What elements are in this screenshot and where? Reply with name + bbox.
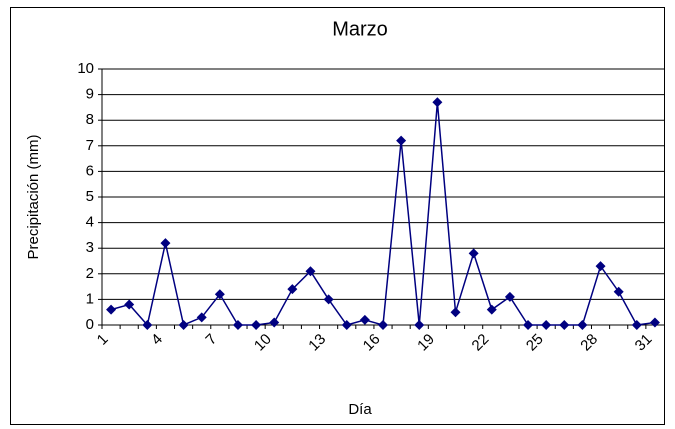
y-tick-label: 10 [77,60,94,77]
data-point [214,289,225,300]
data-point [486,304,497,315]
data-point [450,307,461,318]
y-tick-label: 7 [86,137,94,154]
data-point [613,286,624,297]
data-point [251,320,262,330]
data-point [649,317,660,328]
data-point [305,266,316,277]
y-tick-label: 5 [86,188,94,205]
data-point [269,317,280,328]
data-point [287,284,298,295]
data-point [323,294,334,305]
y-tick-label: 0 [86,316,94,333]
data-point [178,320,189,330]
data-point [106,304,117,315]
data-point [595,261,606,272]
chart-title: Marzo [332,18,388,40]
y-axis-label: Precipitación (mm) [25,134,42,259]
data-point [232,320,243,330]
data-point [396,135,407,146]
data-point [559,320,570,330]
data-point [414,320,425,330]
data-point [631,320,642,330]
x-axis-label: Día [348,401,372,418]
data-point [577,320,588,330]
chart-frame [10,7,665,425]
data-point [341,320,352,330]
data-point [468,248,479,259]
y-tick-label: 1 [86,290,94,307]
data-point [523,320,534,330]
data-point [432,97,443,108]
y-tick-label: 6 [86,162,94,179]
data-point [541,320,552,330]
y-tick-label: 8 [86,111,94,128]
data-point [124,299,135,310]
y-tick-label: 4 [86,214,94,231]
data-point [142,320,153,330]
data-point [160,238,171,249]
data-point [359,314,370,325]
data-point [504,291,515,302]
data-point [378,320,388,330]
data-point [196,312,207,323]
y-tick-label: 3 [86,239,94,256]
y-tick-label: 9 [86,86,94,103]
y-tick-label: 2 [86,265,94,282]
